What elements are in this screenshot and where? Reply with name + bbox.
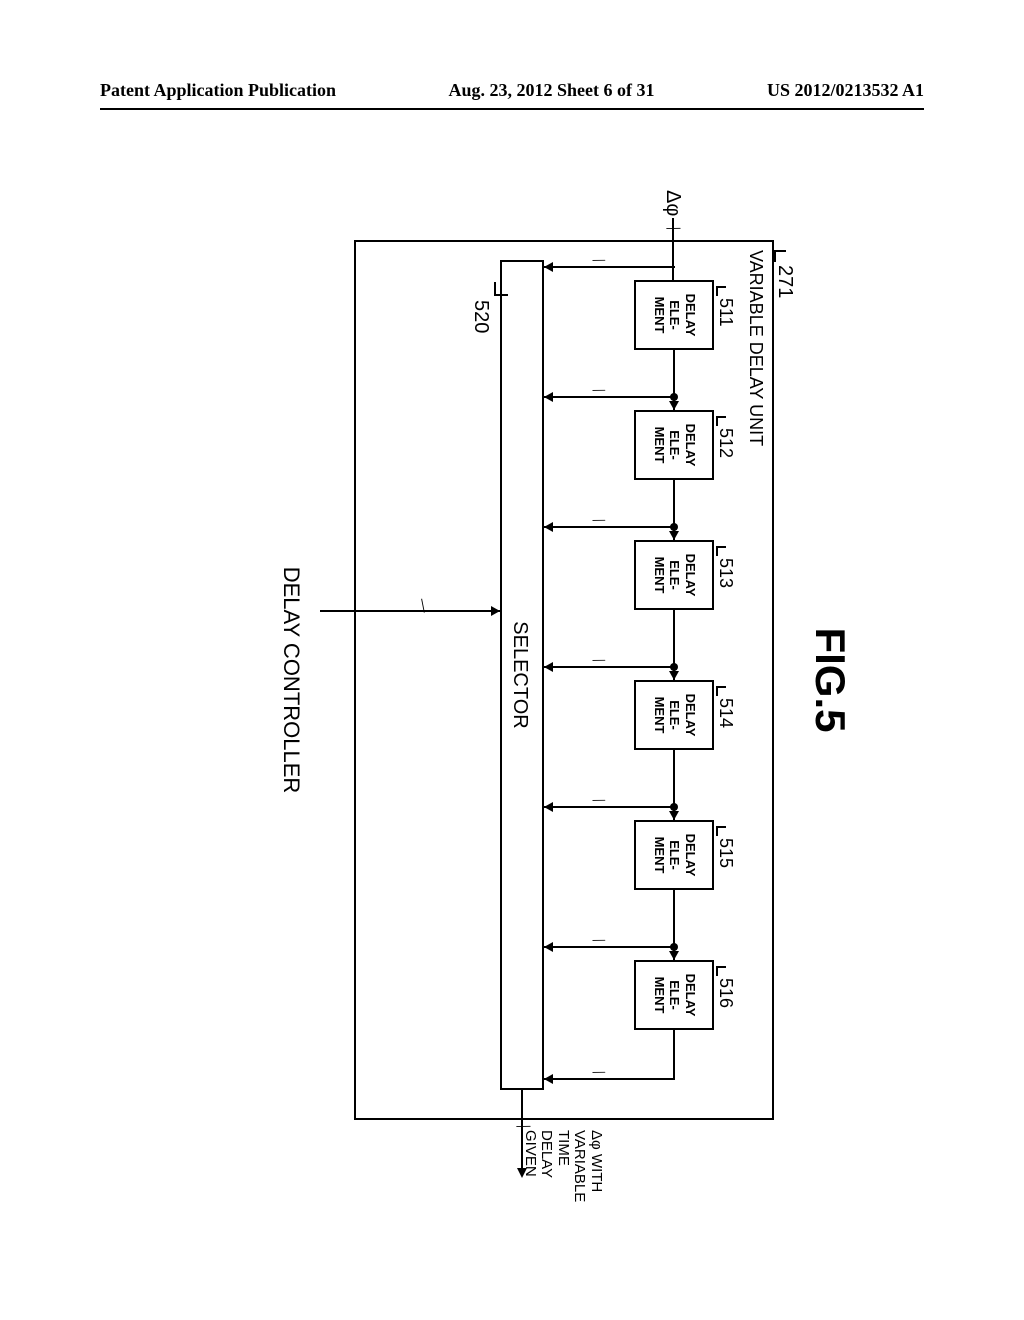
header-right: US 2012/0213532 A1 xyxy=(767,80,924,101)
output-l3: TIME xyxy=(555,1130,572,1166)
figure-area: FIG.5 271 VARIABLE DELAY UNIT Δφ / DELAY… xyxy=(140,170,884,1190)
figure-title: FIG.5 xyxy=(806,627,854,732)
page-header: Patent Application Publication Aug. 23, … xyxy=(0,80,1024,101)
input-signal-label: Δφ xyxy=(661,190,684,216)
tap-wire xyxy=(544,666,675,668)
chain-arrow-icon xyxy=(669,401,679,410)
tap-arrow-icon xyxy=(544,392,553,402)
unit-reference-number: 271 xyxy=(773,265,796,298)
tap-arrow-icon xyxy=(544,942,553,952)
tap-wire xyxy=(544,266,675,268)
delay-ref-leader xyxy=(716,686,726,696)
tap-arrow-icon xyxy=(544,522,553,532)
selector-label: SELECTOR xyxy=(509,621,531,728)
delay-element-box: DELAYELE-MENT xyxy=(634,960,714,1030)
output-l2: VARIABLE xyxy=(572,1130,589,1202)
header-rule xyxy=(100,108,924,110)
unit-label: VARIABLE DELAY UNIT xyxy=(745,250,766,446)
delay-element-ref: 513 xyxy=(715,558,736,588)
delay-element-ref: 512 xyxy=(715,428,736,458)
delay-ref-leader xyxy=(716,286,726,296)
delay-controller-label: DELAY CONTROLLER xyxy=(278,170,304,1190)
controller-wire xyxy=(320,610,500,612)
selector-box: SELECTOR xyxy=(500,260,544,1090)
tap-arrow-icon xyxy=(544,262,553,272)
delay-ref-leader xyxy=(716,416,726,426)
output-l5: GIVEN xyxy=(522,1130,539,1177)
tap-wire xyxy=(544,806,675,808)
header-left: Patent Application Publication xyxy=(100,80,336,101)
output-l1: Δφ WITH xyxy=(588,1130,605,1192)
delay-element-box: DELAYELE-MENT xyxy=(634,410,714,480)
tap-wire xyxy=(544,396,675,398)
patent-page: Patent Application Publication Aug. 23, … xyxy=(0,0,1024,1320)
delay-ref-leader xyxy=(716,546,726,556)
delay-element-ref: 516 xyxy=(715,978,736,1008)
tap-arrow-icon xyxy=(544,662,553,672)
delay-element-box: DELAYELE-MENT xyxy=(634,540,714,610)
controller-arrow-icon xyxy=(491,606,500,616)
rotated-figure: FIG.5 271 VARIABLE DELAY UNIT Δφ / DELAY… xyxy=(140,170,884,1190)
output-l4: DELAY xyxy=(539,1130,556,1178)
delay-element-ref: 511 xyxy=(715,298,736,327)
last-delay-output-wire xyxy=(673,1030,675,1080)
delay-element-ref: 515 xyxy=(715,838,736,868)
selector-reference-number: 520 xyxy=(469,300,492,333)
last-tap-arrow xyxy=(544,1074,553,1084)
chain-arrow-icon xyxy=(669,951,679,960)
delay-ref-leader xyxy=(716,966,726,976)
chain-arrow-icon xyxy=(669,671,679,680)
delay-ref-leader xyxy=(716,826,726,836)
unit-ref-leader xyxy=(774,250,786,262)
delay-element-ref: 514 xyxy=(715,698,736,728)
tap-arrow-icon xyxy=(544,802,553,812)
delay-element-box: DELAYELE-MENT xyxy=(634,680,714,750)
delay-element-box: DELAYELE-MENT xyxy=(634,280,714,350)
chain-arrow-icon xyxy=(669,811,679,820)
output-signal-label: Δφ WITH VARIABLE TIME DELAY GIVEN xyxy=(522,1130,605,1220)
delay-element-box: DELAYELE-MENT xyxy=(634,820,714,890)
tap-wire xyxy=(544,946,675,948)
tap-wire xyxy=(544,526,675,528)
chain-arrow-icon xyxy=(669,531,679,540)
last-tap-down xyxy=(544,1078,675,1080)
selector-ref-leader xyxy=(494,282,508,296)
header-center: Aug. 23, 2012 Sheet 6 of 31 xyxy=(449,80,655,101)
